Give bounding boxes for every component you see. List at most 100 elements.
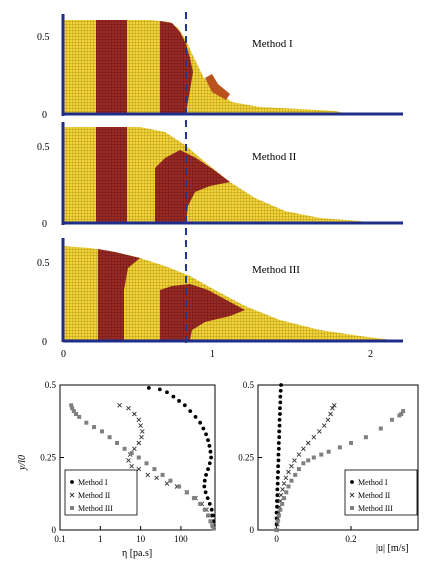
point-square <box>136 455 141 460</box>
point-square <box>284 490 289 495</box>
point-cross <box>132 411 137 417</box>
p3-ytick-05: 0.5 <box>37 258 50 269</box>
point-square <box>276 513 281 518</box>
point-circle <box>208 449 213 454</box>
point-square <box>77 414 82 419</box>
point-square <box>278 507 283 512</box>
legend-marker-circle <box>350 480 354 484</box>
point-circle <box>275 493 280 498</box>
point-square <box>319 452 324 457</box>
point-cross <box>325 417 331 423</box>
surface-rubble <box>205 74 230 100</box>
point-circle <box>277 435 282 440</box>
point-circle <box>277 423 282 428</box>
point-square <box>191 496 196 501</box>
point-circle <box>278 412 282 416</box>
point-square <box>92 425 97 430</box>
point-cross <box>132 446 137 452</box>
point-circle <box>203 490 208 495</box>
point-square <box>274 528 279 532</box>
point-cross <box>136 417 142 423</box>
point-circle <box>207 461 212 466</box>
point-square <box>177 484 182 489</box>
point-cross <box>283 475 289 481</box>
point-cross <box>136 440 142 446</box>
point-cross <box>280 487 285 492</box>
point-cross <box>117 402 122 408</box>
y-axis-label: y/l0 <box>17 455 28 471</box>
point-circle <box>182 403 187 408</box>
x-tick-label: 100 <box>174 534 188 544</box>
legend-label: Method III <box>78 504 113 513</box>
point-square <box>152 467 157 472</box>
point-circle <box>177 399 181 403</box>
point-cross <box>138 423 143 428</box>
point-square <box>74 412 79 416</box>
p2-ytick-05: 0.5 <box>37 142 50 153</box>
point-cross <box>330 405 335 411</box>
x-tick-label: 10 <box>136 534 146 544</box>
point-square <box>363 435 368 440</box>
point-cross <box>321 423 327 428</box>
point-square <box>160 472 165 477</box>
point-square <box>210 523 215 528</box>
point-cross <box>154 475 159 481</box>
point-cross <box>139 429 145 434</box>
red-band-2 <box>160 21 193 113</box>
point-square <box>70 406 75 411</box>
panel-method-ii: 0 0.5 Method II <box>37 122 403 230</box>
legend-label: Method I <box>78 478 108 487</box>
legend-marker-square <box>70 506 74 510</box>
point-square <box>401 409 406 414</box>
point-square <box>397 413 402 418</box>
legend-label: Method II <box>358 491 391 500</box>
point-circle <box>278 388 283 393</box>
point-circle <box>202 484 207 489</box>
point-square <box>282 496 287 501</box>
point-circle <box>278 394 283 399</box>
point-cross <box>145 472 151 478</box>
point-square <box>280 501 285 506</box>
point-square <box>296 467 301 472</box>
red-band-1 <box>98 249 140 340</box>
point-circle <box>204 432 208 437</box>
point-circle <box>202 478 207 483</box>
p2-ytick-0: 0 <box>42 219 47 230</box>
granular-mass <box>63 20 345 113</box>
point-circle <box>275 475 280 480</box>
point-cross <box>305 440 311 446</box>
x-tick-label: 0.1 <box>54 534 65 544</box>
y-tick-label: 0.25 <box>238 453 254 463</box>
point-square <box>115 441 120 445</box>
y-tick-label: 0 <box>52 525 57 535</box>
point-square <box>326 449 331 454</box>
point-square <box>306 458 311 463</box>
point-circle <box>276 458 281 463</box>
point-square <box>202 507 207 512</box>
point-circle <box>157 387 162 392</box>
point-square <box>286 484 291 489</box>
point-square <box>122 446 127 451</box>
point-square <box>168 478 173 483</box>
label-method-ii: Method II <box>252 151 297 163</box>
point-circle <box>276 441 281 445</box>
point-circle <box>276 470 280 474</box>
x-tick-label: 1 <box>98 534 103 544</box>
point-cross <box>328 411 333 417</box>
point-circle <box>146 386 151 390</box>
point-cross <box>281 481 287 486</box>
label-method-i: Method I <box>252 38 293 50</box>
point-circle <box>207 444 212 448</box>
point-cross <box>164 481 170 486</box>
red-band-2 <box>160 284 245 340</box>
point-square <box>311 455 316 460</box>
point-cross <box>301 446 306 452</box>
point-square <box>129 451 134 456</box>
point-circle <box>193 415 198 419</box>
legend-marker-cross <box>69 492 75 498</box>
y-tick-label: 0.25 <box>40 453 56 463</box>
red-band-1 <box>96 127 127 222</box>
panel-method-i: 0 0.5 Method I <box>37 14 403 121</box>
point-square <box>99 429 104 434</box>
point-circle <box>188 409 193 413</box>
